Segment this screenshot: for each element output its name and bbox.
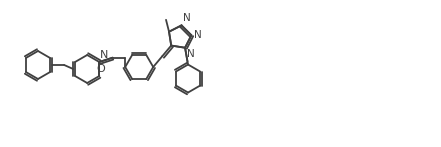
Text: N: N bbox=[194, 30, 202, 40]
Text: N: N bbox=[100, 50, 108, 60]
Text: N: N bbox=[187, 49, 195, 59]
Text: O: O bbox=[96, 64, 105, 74]
Text: N: N bbox=[183, 13, 190, 23]
